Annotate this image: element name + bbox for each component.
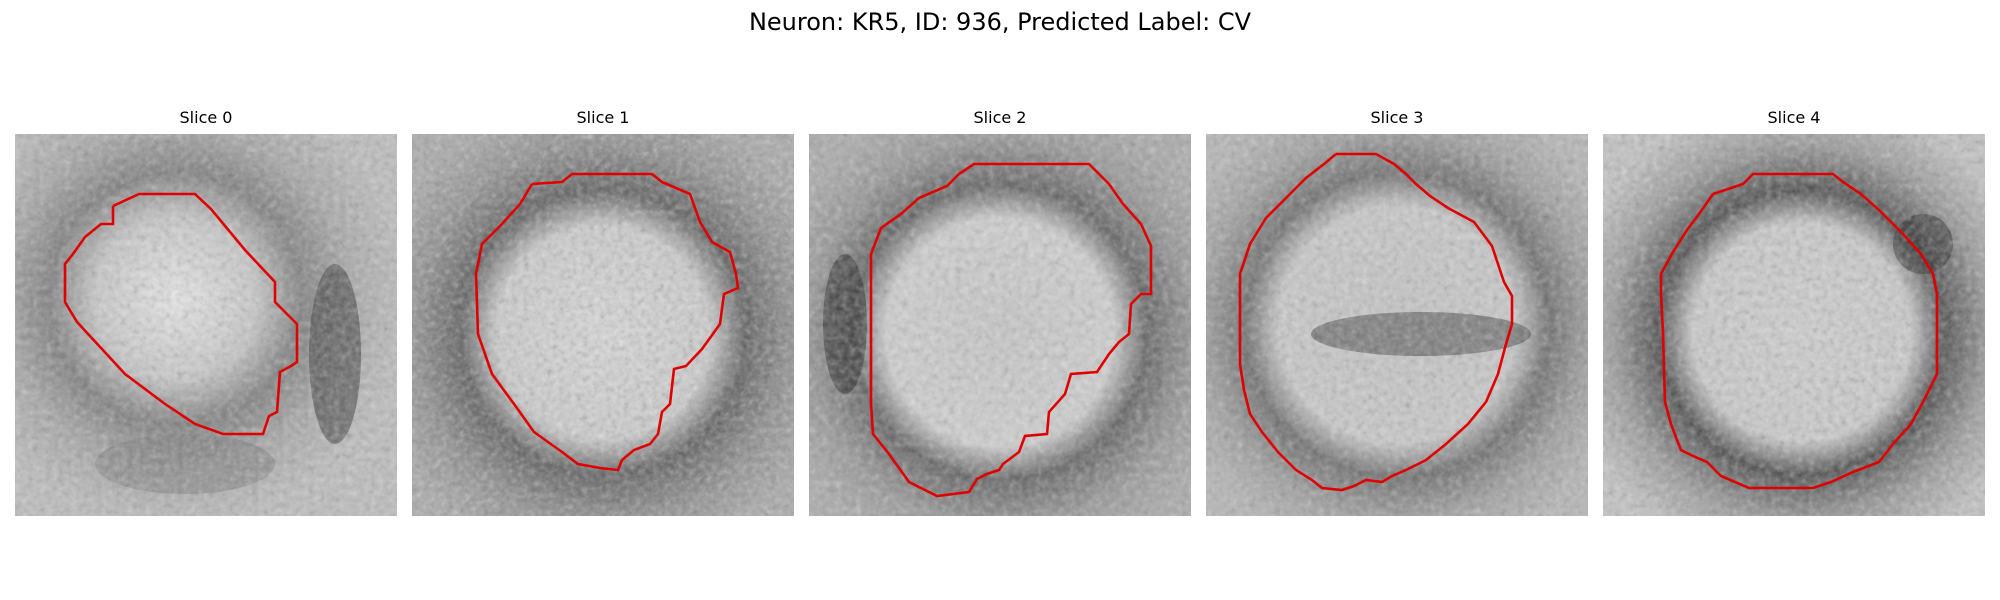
slice-image-4 [1603, 134, 1985, 516]
slice-contour-4 [1659, 172, 1939, 490]
slice-contour-0 [63, 192, 299, 436]
slice-contour-3 [1238, 152, 1514, 492]
slice-title-2: Slice 2 [973, 108, 1027, 127]
slice-contour-1 [474, 172, 740, 472]
slice-panel-0: Slice 0 [15, 108, 397, 516]
slice-image-1 [412, 134, 794, 516]
slice-image-2 [809, 134, 1191, 516]
slice-title-1: Slice 1 [576, 108, 630, 127]
slice-panel-4: Slice 4 [1603, 108, 1985, 516]
slice-panel-3: Slice 3 [1206, 108, 1588, 516]
slice-contour-2 [869, 162, 1153, 498]
slice-image-0 [15, 134, 397, 516]
slice-panel-2: Slice 2 [809, 108, 1191, 516]
slice-title-4: Slice 4 [1767, 108, 1821, 127]
slice-panel-1: Slice 1 [412, 108, 794, 516]
figure-title: Neuron: KR5, ID: 936, Predicted Label: C… [748, 8, 1252, 36]
slice-title-3: Slice 3 [1370, 108, 1424, 127]
slice-image-3 [1206, 134, 1588, 516]
slice-title-0: Slice 0 [179, 108, 233, 127]
